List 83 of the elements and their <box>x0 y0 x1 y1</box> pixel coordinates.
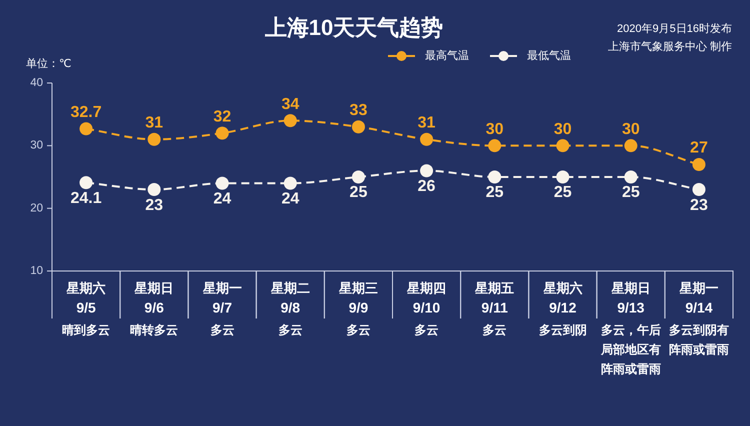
data-label: 25 <box>622 184 640 202</box>
point <box>80 176 93 190</box>
xtick: 星期四 <box>407 280 446 296</box>
point <box>216 176 229 190</box>
xtick: 9/9 <box>348 300 368 316</box>
point <box>692 158 706 171</box>
ytick: 20 <box>30 202 43 214</box>
point <box>624 139 638 152</box>
data-label: 32 <box>213 108 232 126</box>
point <box>148 132 161 146</box>
data-label: 31 <box>145 114 164 132</box>
data-label: 25 <box>486 184 504 202</box>
point <box>284 176 297 190</box>
xtick: 9/14 <box>685 300 713 316</box>
xtick: 9/7 <box>212 300 232 316</box>
xtick: 多云 <box>210 323 234 338</box>
xtick: 多云，午后 <box>600 323 661 338</box>
xtick: 9/10 <box>412 300 440 316</box>
annotation: 上海市气象服务中心 制作 <box>608 40 732 53</box>
point <box>624 170 638 184</box>
point <box>488 139 502 152</box>
legend-label: 最高气温 <box>425 50 469 62</box>
data-label: 30 <box>554 120 572 138</box>
point <box>420 164 434 178</box>
data-label: 25 <box>554 184 572 202</box>
point <box>692 183 706 196</box>
point <box>352 170 365 184</box>
data-label: 27 <box>690 140 708 157</box>
xtick: 阵雨或雷雨 <box>600 362 661 376</box>
data-label: 23 <box>690 196 708 214</box>
xtick: 9/11 <box>481 300 508 316</box>
xtick: 晴到多云 <box>62 323 110 338</box>
xtick: 晴转多云 <box>130 323 178 338</box>
xtick: 星期二 <box>270 280 310 296</box>
point <box>216 126 229 140</box>
xtick: 9/6 <box>144 300 164 316</box>
xtick: 9/12 <box>549 300 576 316</box>
xtick: 多云到阴 <box>538 323 587 338</box>
data-label: 32.7 <box>70 104 102 121</box>
xtick: 阵雨或雷雨 <box>668 342 729 357</box>
data-label: 25 <box>350 184 368 202</box>
data-label: 31 <box>418 114 436 132</box>
point <box>556 139 570 152</box>
xtick: 多云到阴有 <box>668 323 729 338</box>
ylabel: 单位：℃ <box>26 58 72 70</box>
xtick: 9/8 <box>280 300 300 316</box>
point <box>420 132 434 146</box>
xtick: 星期六 <box>543 280 582 296</box>
xtick: 多云 <box>414 323 439 338</box>
ytick: 10 <box>30 265 43 278</box>
xtick: 多云 <box>482 323 507 338</box>
annotation: 2020年9月5日16时发布 <box>617 22 732 35</box>
data-label: 33 <box>350 102 368 120</box>
data-label: 30 <box>486 120 504 138</box>
data-label: 26 <box>418 178 436 195</box>
xtick: 多云 <box>346 323 370 338</box>
xtick: 多云 <box>278 323 302 338</box>
xtick: 星期日 <box>134 280 174 296</box>
xtick: 局部地区有 <box>600 342 661 357</box>
point <box>80 122 93 136</box>
data-label: 24 <box>281 190 300 208</box>
xtick: 星期一 <box>202 280 242 296</box>
data-label: 24 <box>213 190 232 208</box>
xtick: 星期一 <box>679 280 718 296</box>
ytick: 30 <box>30 140 43 152</box>
point <box>148 183 161 196</box>
xtick: 星期六 <box>66 280 106 296</box>
xtick: 9/5 <box>76 300 96 316</box>
data-label: 30 <box>622 120 640 138</box>
data-label: 23 <box>145 196 164 214</box>
point <box>352 120 365 134</box>
xtick: 星期日 <box>611 280 650 296</box>
xtick: 9/13 <box>617 300 644 316</box>
title: 上海10天天气趋势 <box>264 14 444 40</box>
legend-label: 最低气温 <box>527 50 571 62</box>
data-label: 34 <box>281 96 300 113</box>
xtick: 星期五 <box>475 280 514 296</box>
data-label: 24.1 <box>70 190 102 207</box>
point <box>284 114 297 128</box>
point <box>556 170 570 184</box>
ytick: 40 <box>30 77 43 90</box>
xtick: 星期三 <box>338 280 378 296</box>
point <box>488 170 502 184</box>
